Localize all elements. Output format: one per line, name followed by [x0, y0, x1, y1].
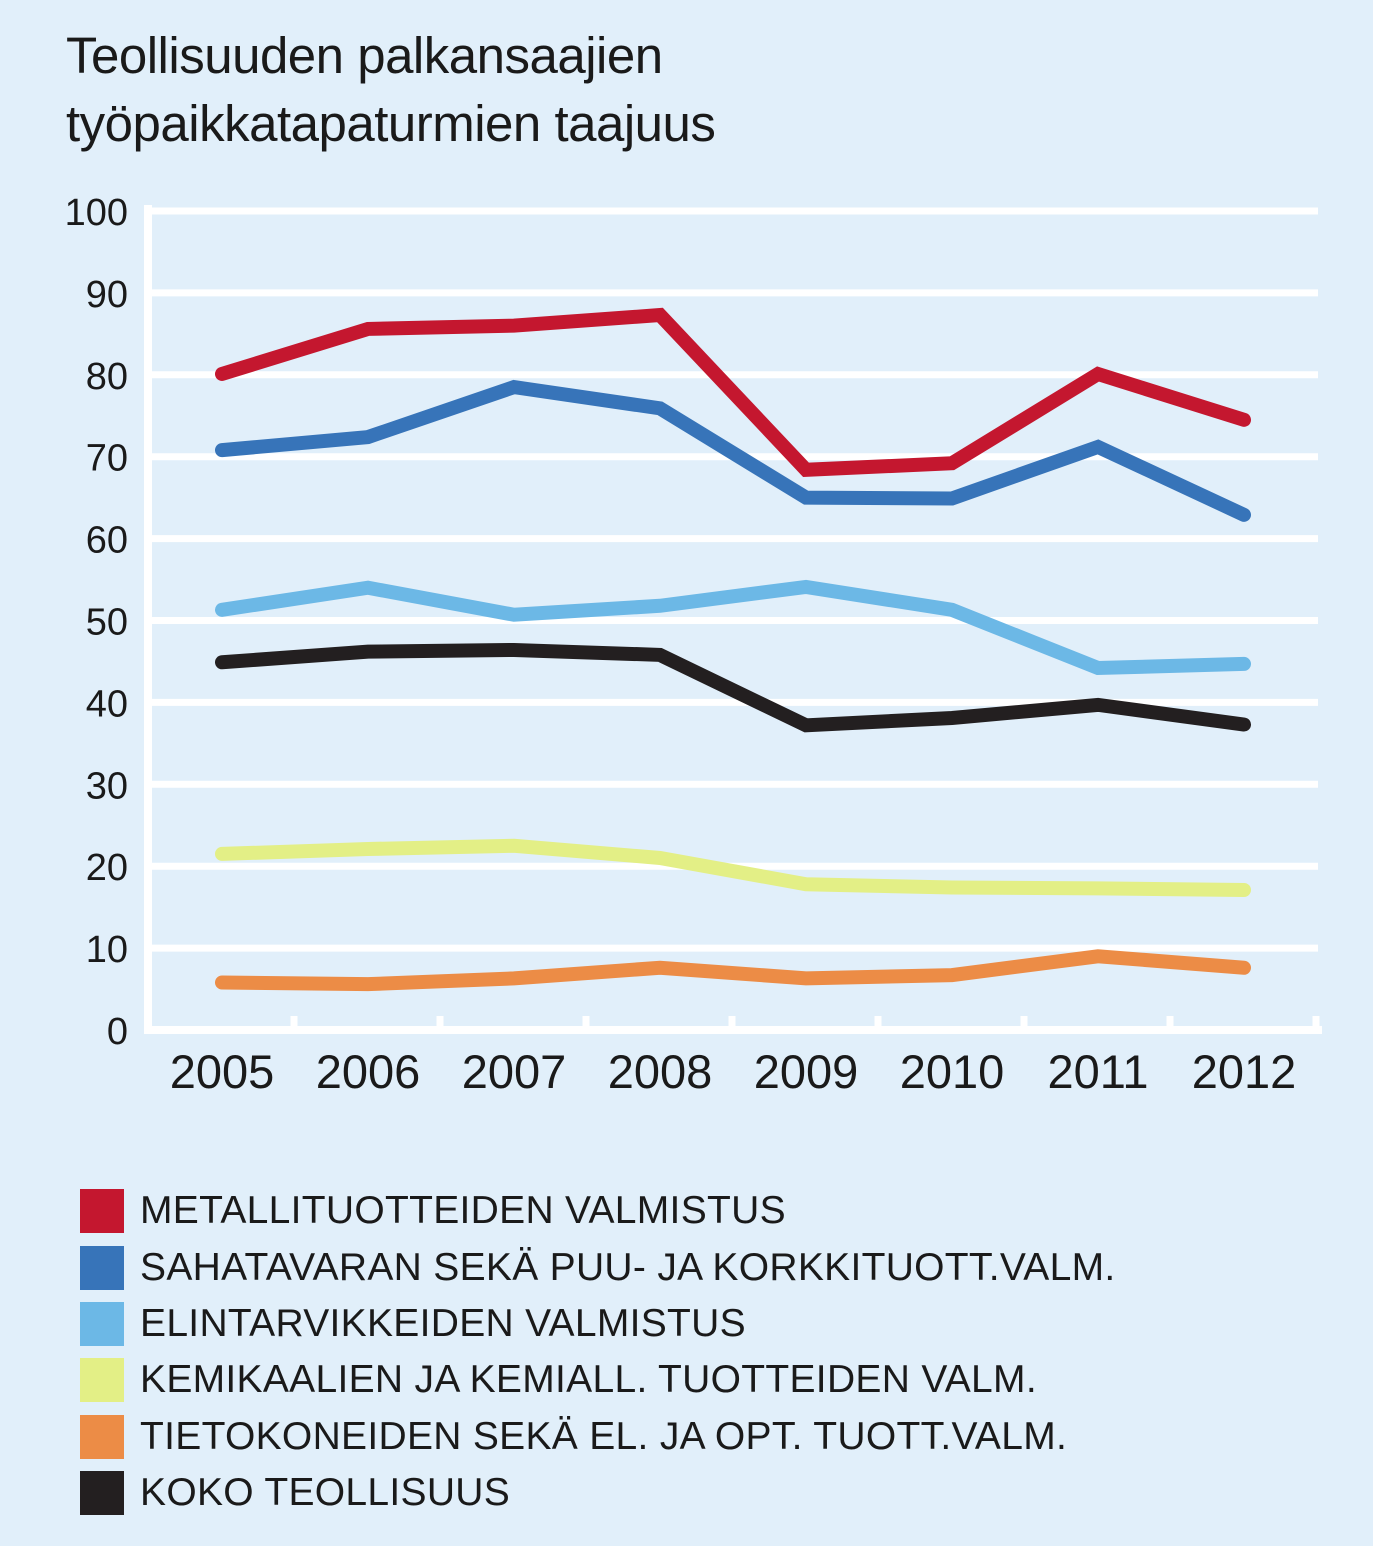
series-line-5 — [215, 949, 1251, 992]
series-line-4 — [215, 838, 1251, 897]
legend-swatch-6 — [80, 1471, 124, 1516]
x-tick-label-2010: 2010 — [900, 1045, 1005, 1098]
y-tick-label-0: 0 — [107, 1011, 128, 1053]
x-tick-label-2011: 2011 — [1047, 1045, 1148, 1098]
x-tick-label-2005: 2005 — [170, 1045, 275, 1098]
x-tick-label-2007: 2007 — [462, 1045, 567, 1098]
legend-label-3: ELINTARVIKKEIDEN VALMISTUS — [140, 1301, 746, 1345]
y-tick-label-40: 40 — [86, 683, 128, 725]
legend-item-5: TIETOKONEIDEN SEKÄ EL. JA OPT. TUOTT.VAL… — [80, 1409, 1116, 1465]
legend-swatch-3 — [80, 1301, 124, 1346]
grid-lines — [148, 207, 1318, 952]
x-tick-labels: 2005 2006 2007 2008 2009 2010 2011 2012 — [170, 1045, 1297, 1098]
legend-swatch-1 — [80, 1189, 124, 1234]
chart-title-line-1: Teollisuuden palkansaajien — [66, 27, 663, 84]
legend-label-1: METALLITUOTTEIDEN VALMISTUS — [140, 1189, 786, 1233]
y-tick-labels: 0 10 20 30 40 50 60 70 80 90 100 — [65, 192, 128, 1053]
chart-title-line-2: työpaikkatapaturmien taajuus — [66, 95, 716, 152]
series-line-3 — [215, 579, 1251, 676]
legend-item-3: ELINTARVIKKEIDEN VALMISTUS — [80, 1296, 1116, 1352]
legend-label-5: TIETOKONEIDEN SEKÄ EL. JA OPT. TUOTT.VAL… — [140, 1414, 1068, 1458]
axes — [144, 205, 1322, 1034]
legend-item-6: KOKO TEOLLISUUS — [80, 1465, 1116, 1521]
y-tick-label-50: 50 — [86, 602, 128, 644]
y-tick-label-100: 100 — [65, 192, 128, 234]
chart-title: Teollisuuden palkansaajien työpaikkatapa… — [66, 22, 1316, 158]
legend-swatch-5 — [80, 1414, 124, 1459]
legend-item-1: METALLITUOTTEIDEN VALMISTUS — [80, 1183, 1116, 1239]
legend: METALLITUOTTEIDEN VALMISTUS SAHATAVARAN S… — [80, 1183, 1116, 1521]
y-tick-label-20: 20 — [86, 847, 128, 889]
x-tick-label-2008: 2008 — [608, 1045, 713, 1098]
y-tick-label-70: 70 — [86, 438, 128, 480]
y-tick-label-30: 30 — [86, 765, 128, 807]
y-tick-label-90: 90 — [86, 274, 128, 316]
legend-label-2: SAHATAVARAN SEKÄ PUU- JA KORKKITUOTT.VAL… — [140, 1245, 1116, 1289]
legend-swatch-4 — [80, 1358, 124, 1403]
x-tick-label-2006: 2006 — [316, 1045, 421, 1098]
legend-label-6: KOKO TEOLLISUUS — [140, 1471, 511, 1515]
series-line-2 — [215, 379, 1251, 522]
series-lines — [215, 307, 1251, 992]
series-line-6 — [215, 642, 1251, 733]
series-line-1 — [215, 307, 1251, 477]
x-tick-label-2012: 2012 — [1192, 1045, 1297, 1098]
legend-label-4: KEMIKAALIEN JA KEMIALL. TUOTTEIDEN VALM. — [140, 1358, 1037, 1402]
y-tick-label-80: 80 — [86, 356, 128, 398]
legend-item-4: KEMIKAALIEN JA KEMIALL. TUOTTEIDEN VALM. — [80, 1352, 1116, 1408]
x-tick-label-2009: 2009 — [754, 1045, 859, 1098]
y-tick-label-10: 10 — [86, 929, 128, 971]
legend-item-2: SAHATAVARAN SEKÄ PUU- JA KORKKITUOTT.VAL… — [80, 1239, 1116, 1295]
legend-swatch-2 — [80, 1245, 124, 1290]
y-tick-label-60: 60 — [86, 520, 128, 562]
